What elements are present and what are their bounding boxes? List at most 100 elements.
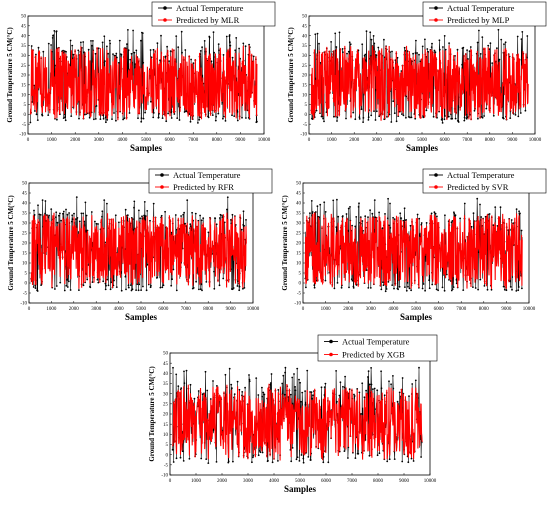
x-tick-label: 1000 <box>46 307 57 312</box>
data-point <box>393 218 396 220</box>
data-point <box>122 118 124 121</box>
y-axis-label: Ground Temperature 5 CM(°C) <box>7 195 15 291</box>
x-axis-label: Samples <box>284 484 317 494</box>
data-point <box>112 53 114 55</box>
data-point <box>399 212 402 215</box>
data-point <box>140 289 143 291</box>
data-point <box>104 282 107 285</box>
data-point <box>404 286 406 288</box>
data-point <box>75 196 78 198</box>
data-point <box>298 378 300 381</box>
data-point <box>32 286 35 288</box>
data-point <box>324 382 327 385</box>
data-point <box>388 458 391 461</box>
data-point <box>355 216 358 218</box>
data-point <box>72 53 75 56</box>
legend-swatch-marker <box>329 352 333 357</box>
data-point <box>105 121 107 124</box>
data-point <box>342 51 344 54</box>
y-tick-label: 35 <box>163 382 169 387</box>
data-point <box>370 383 373 386</box>
data-point <box>175 228 178 231</box>
data-point <box>236 111 239 113</box>
data-point <box>41 199 44 201</box>
x-tick-label: 2000 <box>217 479 228 484</box>
data-point <box>234 49 237 52</box>
data-point <box>63 289 66 292</box>
legend-entry-label: Predicted by MLP <box>447 15 510 25</box>
data-point <box>42 50 45 53</box>
data-point <box>425 222 428 224</box>
data-point <box>431 283 434 286</box>
data-point <box>258 450 261 452</box>
data-point <box>86 278 89 281</box>
data-point <box>356 388 359 390</box>
data-point <box>160 214 163 217</box>
data-point <box>383 394 386 397</box>
data-point <box>269 382 272 384</box>
data-point <box>295 458 298 461</box>
data-point <box>392 216 394 219</box>
data-point <box>396 56 399 59</box>
data-point <box>314 211 317 213</box>
x-axis-label: Samples <box>400 312 433 322</box>
data-point <box>240 228 243 231</box>
data-point <box>352 287 355 289</box>
data-point <box>284 366 287 369</box>
data-point <box>150 100 152 103</box>
data-point <box>412 460 415 462</box>
data-point <box>336 116 339 119</box>
data-point <box>127 49 130 52</box>
data-point <box>392 100 395 103</box>
data-point <box>362 117 365 119</box>
data-point <box>479 278 482 281</box>
y-tick-label: 35 <box>22 212 28 217</box>
data-point <box>304 390 306 392</box>
y-tick-label: 0 <box>305 113 308 118</box>
data-point <box>509 286 512 288</box>
data-point <box>370 114 373 117</box>
data-point <box>267 459 269 462</box>
data-point <box>256 120 258 123</box>
data-point <box>521 287 523 290</box>
y-tick-label: -10 <box>19 133 26 138</box>
data-point <box>367 370 370 372</box>
data-point <box>486 288 489 291</box>
y-tick-label: 10 <box>21 93 27 98</box>
data-point <box>483 285 486 287</box>
data-point <box>152 112 155 114</box>
data-point <box>277 460 279 462</box>
data-point <box>149 286 152 289</box>
data-point <box>480 216 483 218</box>
data-point <box>503 288 506 291</box>
data-point <box>113 279 115 282</box>
data-point <box>99 118 102 120</box>
data-point <box>97 223 99 225</box>
data-point <box>185 369 188 372</box>
legend-swatch-marker <box>434 185 438 189</box>
data-point <box>205 281 208 283</box>
data-point <box>393 112 396 115</box>
data-point <box>370 367 372 369</box>
data-point <box>418 217 421 220</box>
data-point <box>111 118 113 120</box>
x-tick-label: 3000 <box>91 307 102 312</box>
data-point <box>130 52 133 55</box>
data-point <box>133 206 135 209</box>
data-point <box>232 460 234 463</box>
y-tick-label: 25 <box>163 403 169 408</box>
legend-box <box>151 1 276 27</box>
data-point <box>252 456 254 459</box>
data-point <box>350 278 353 281</box>
data-point <box>90 40 92 42</box>
data-point <box>115 286 118 288</box>
data-point <box>483 115 485 117</box>
data-point <box>44 212 46 215</box>
data-point <box>300 400 302 403</box>
data-point <box>176 117 179 119</box>
series-line-predicted <box>30 212 247 289</box>
data-point <box>488 48 491 50</box>
y-tick-label: 15 <box>21 84 27 89</box>
data-point <box>52 34 55 37</box>
data-point <box>316 32 319 35</box>
